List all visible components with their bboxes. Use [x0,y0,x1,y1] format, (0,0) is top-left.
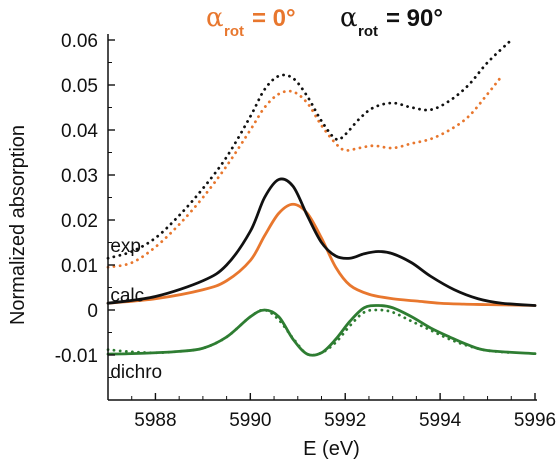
x-tick-label: 5988 [134,410,176,431]
series-line-dichro-exp [106,308,513,357]
x-tick-label: 5990 [229,410,271,431]
x-tick-label: 5996 [514,410,556,431]
x-axis-title: E (eV) [303,438,360,460]
y-tick-label: 0.06 [61,31,98,52]
legend-subscript-0: rot [224,23,244,40]
legend-value-1: = 90° [386,5,443,32]
annotation-exp: exp [110,236,141,257]
y-tick-label: 0.01 [61,256,98,277]
series-line-calc-0deg [106,202,537,307]
series-line-dichro-calc [106,304,537,357]
annotation-dichro: dichro [110,362,162,383]
legend-value-0: = 0° [252,5,296,32]
y-tick-label: 0.02 [61,211,98,232]
annotation-calc: calc [110,285,144,306]
y-tick-label: 0.03 [61,166,98,187]
y-axis-title: Normalized absorption [7,125,29,325]
legend-symbol-0: α [206,3,224,33]
y-tick-label: 0.04 [61,121,98,142]
series-layer [106,38,537,357]
legend-symbol-1: α [340,3,358,33]
chart-legend: α rot = 0° α rot = 90° [206,3,443,40]
y-tick-label: 0 [87,301,98,322]
series-line-calc-90deg [106,177,537,307]
series-line-exp-0deg [106,74,504,269]
x-tick-label: 5992 [324,410,366,431]
axes: -0.01 0 0.01 0.02 0.03 0.04 0.05 0.06 5988 5990 59… [55,31,556,431]
legend-subscript-1: rot [358,23,378,40]
series-line-exp-90deg [106,38,513,260]
y-tick-label: 0.05 [61,76,98,97]
annotations: exp calc dichro [110,236,162,383]
x-tick-label: 5994 [419,410,462,431]
y-tick-label: -0.01 [55,346,98,367]
